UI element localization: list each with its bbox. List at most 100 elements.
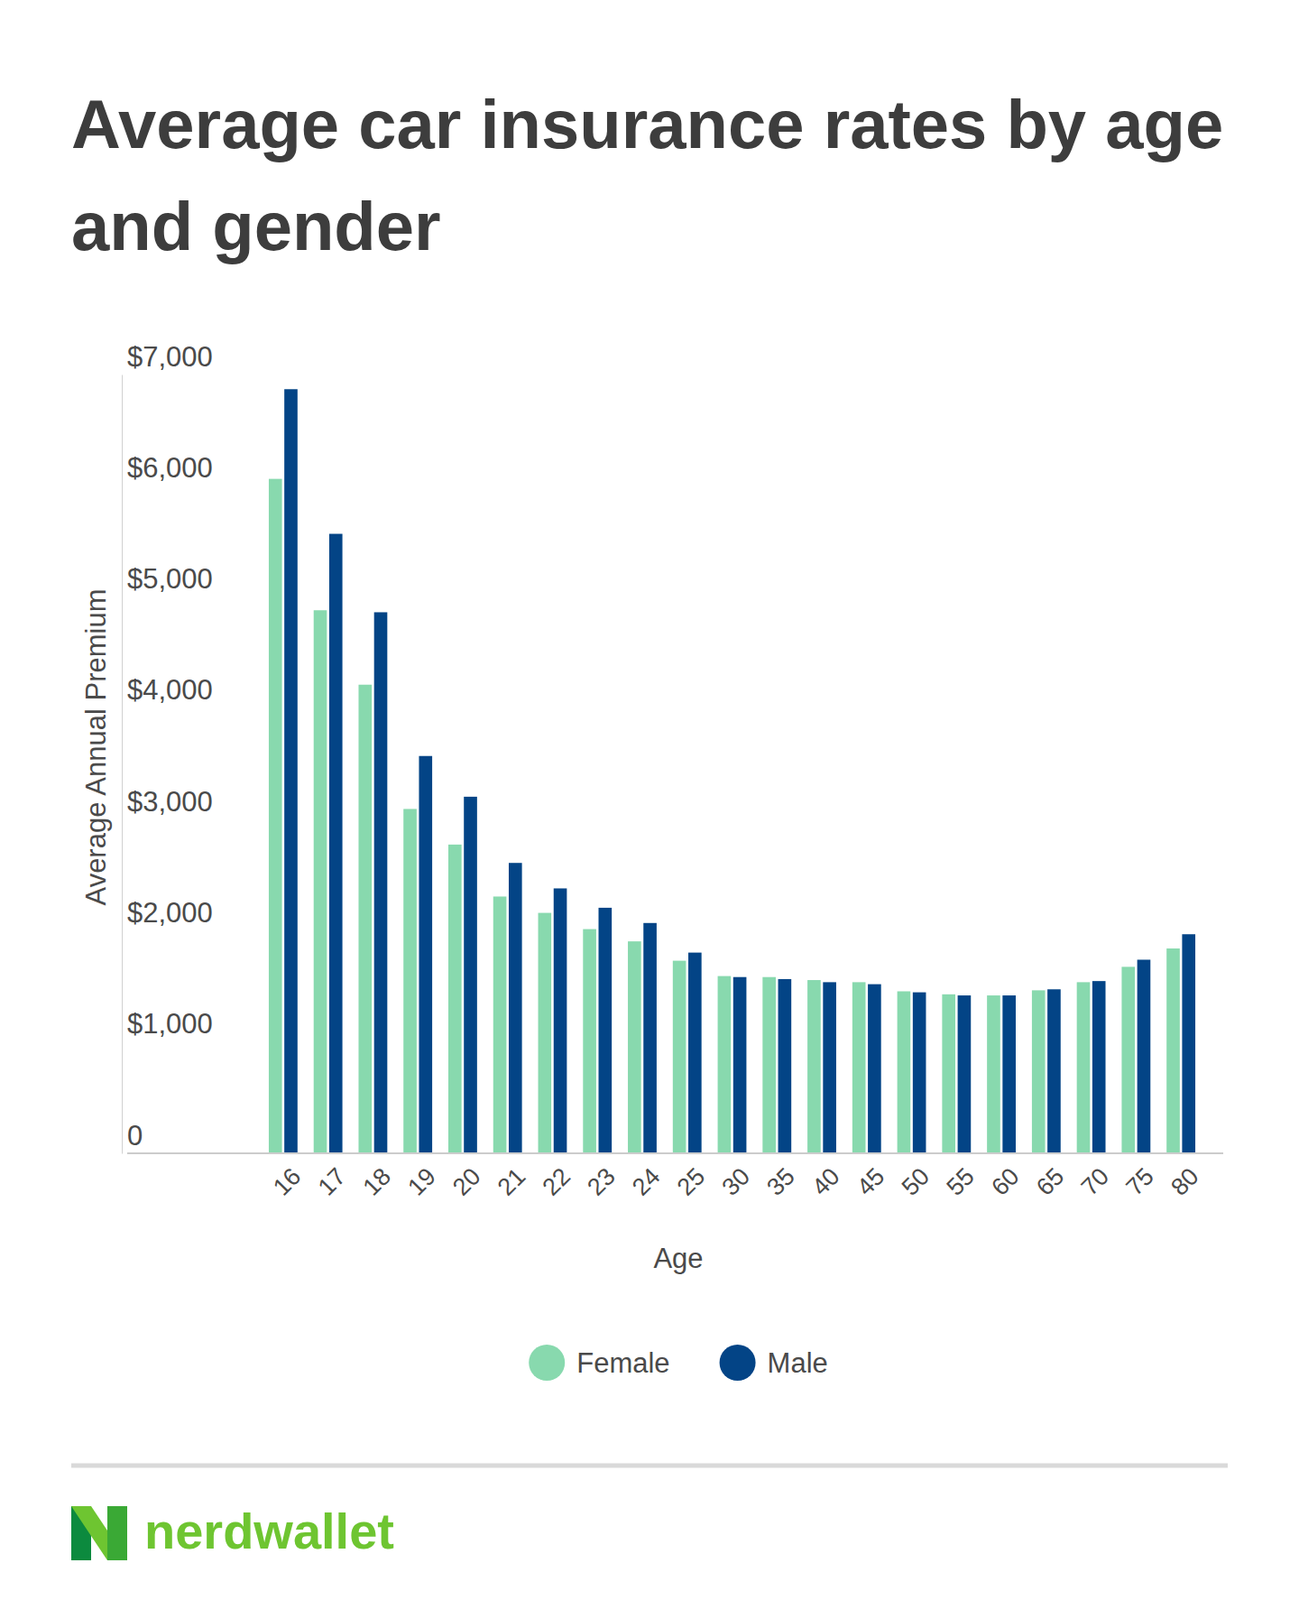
bar (374, 611, 388, 1153)
x-tick: 80 (1165, 1152, 1204, 1201)
y-tick: $5,000 (121, 562, 213, 598)
x-tick: 18 (358, 1152, 397, 1201)
x-tick: 75 (1121, 1152, 1160, 1201)
legend-swatch (528, 1344, 565, 1381)
bar (822, 981, 837, 1153)
x-tick: 70 (1076, 1152, 1115, 1201)
x-tick-label: 19 (402, 1161, 441, 1200)
x-tick: 30 (717, 1152, 756, 1201)
x-tick-label: 65 (1031, 1161, 1069, 1200)
x-tick: 21 (492, 1152, 531, 1201)
x-tick-label: 22 (537, 1161, 576, 1200)
x-tick: 16 (267, 1152, 306, 1201)
bar (643, 922, 657, 1153)
y-tick: 0 (121, 1119, 143, 1154)
bar (941, 994, 956, 1153)
bar (1047, 988, 1061, 1153)
x-tick: 22 (537, 1152, 576, 1201)
x-tick: 25 (672, 1152, 710, 1201)
legend-label: Male (767, 1346, 829, 1379)
x-tick: 35 (761, 1152, 800, 1201)
bar (733, 976, 747, 1153)
y-tick: $2,000 (121, 896, 213, 931)
bar (1002, 994, 1016, 1153)
x-tick-label: 18 (358, 1161, 397, 1200)
bar (897, 990, 912, 1153)
legend-swatch (719, 1344, 756, 1381)
x-tick-label: 45 (851, 1161, 890, 1200)
x-tick: 50 (896, 1152, 935, 1201)
x-tick-label: 50 (896, 1161, 935, 1200)
legend: Female Male (528, 1344, 829, 1381)
x-tick-label: 16 (267, 1161, 306, 1200)
x-axis-line (127, 1151, 1224, 1154)
bar (463, 796, 478, 1153)
bar (493, 895, 507, 1153)
bar (448, 844, 462, 1153)
bar (358, 684, 372, 1153)
y-tick-label: $1,000 (127, 1007, 213, 1040)
legend-label: Female (576, 1346, 670, 1379)
y-tick-label: $7,000 (127, 340, 213, 373)
title: Average car insurance rates by age and ge… (71, 85, 1224, 265)
y-tick-label: $3,000 (127, 785, 213, 818)
x-tick-label: 35 (761, 1161, 800, 1200)
bar (403, 808, 417, 1153)
x-tick-label: 80 (1165, 1161, 1204, 1200)
series-1 (284, 388, 1196, 1153)
bar (538, 912, 553, 1153)
bar (1181, 933, 1196, 1153)
y-tick: $3,000 (121, 785, 213, 820)
bar (329, 534, 343, 1153)
bar (762, 976, 776, 1153)
x-tick: 55 (940, 1152, 979, 1201)
x-axis-title: Age (653, 1242, 703, 1274)
title-line: and gender (71, 187, 442, 265)
y-tick-label: $2,000 (127, 896, 213, 929)
x-tick-label: 25 (672, 1161, 710, 1200)
bar (852, 981, 866, 1153)
bar (508, 862, 523, 1153)
bar (958, 994, 972, 1153)
bar (268, 479, 283, 1153)
title-line: Average car insurance rates by age (71, 85, 1224, 163)
x-tick-label: 75 (1121, 1161, 1160, 1200)
bar (1077, 981, 1091, 1153)
x-tick: 23 (581, 1152, 620, 1201)
footer-rule (71, 1463, 1228, 1468)
chart-root: Average car insurance rates by age and ge… (0, 0, 1299, 1600)
x-tick: 24 (626, 1152, 665, 1201)
bar (582, 929, 597, 1153)
y-axis-line (121, 375, 123, 1154)
series-0 (268, 479, 1180, 1153)
bar (1137, 958, 1152, 1153)
bar (778, 978, 793, 1153)
x-tick-label: 24 (626, 1161, 665, 1200)
bar (912, 992, 927, 1153)
bar (553, 887, 568, 1153)
bar (1092, 980, 1106, 1153)
y-tick: $4,000 (121, 673, 213, 709)
y-tick: $7,000 (121, 340, 213, 376)
logo-mark-diag (71, 1505, 128, 1560)
x-tick-label: 60 (985, 1161, 1024, 1200)
bar (313, 609, 328, 1153)
bars (268, 388, 1196, 1153)
bar (598, 907, 613, 1153)
x-tick-label: 20 (447, 1161, 486, 1200)
logo-mark-right (107, 1505, 128, 1560)
bar (672, 960, 687, 1153)
x-tick-label: 30 (717, 1161, 756, 1200)
x-tick: 45 (851, 1152, 890, 1201)
x-tick-label: 23 (581, 1161, 620, 1200)
bar (627, 940, 642, 1153)
legend-item: Male (719, 1344, 829, 1381)
y-tick-label: $5,000 (127, 562, 213, 595)
x-tick-label: 21 (492, 1161, 531, 1200)
x-tick: 65 (1031, 1152, 1069, 1201)
bar (688, 952, 702, 1153)
logo: nerdwallet (71, 1501, 395, 1560)
bar (1166, 948, 1180, 1153)
bar (1121, 966, 1135, 1153)
x-tick: 19 (402, 1152, 441, 1201)
